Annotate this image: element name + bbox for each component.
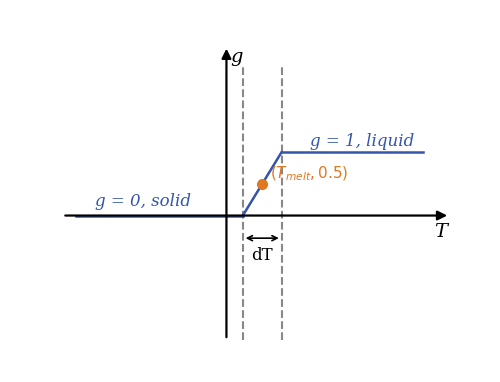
Text: dT: dT xyxy=(252,247,273,264)
Text: T: T xyxy=(434,223,447,241)
Text: g = 0, solid: g = 0, solid xyxy=(96,193,192,210)
Text: g: g xyxy=(230,48,242,66)
Text: g = 1, liquid: g = 1, liquid xyxy=(310,133,414,150)
Text: $(T_{melt}, 0.5)$: $(T_{melt}, 0.5)$ xyxy=(270,164,348,183)
